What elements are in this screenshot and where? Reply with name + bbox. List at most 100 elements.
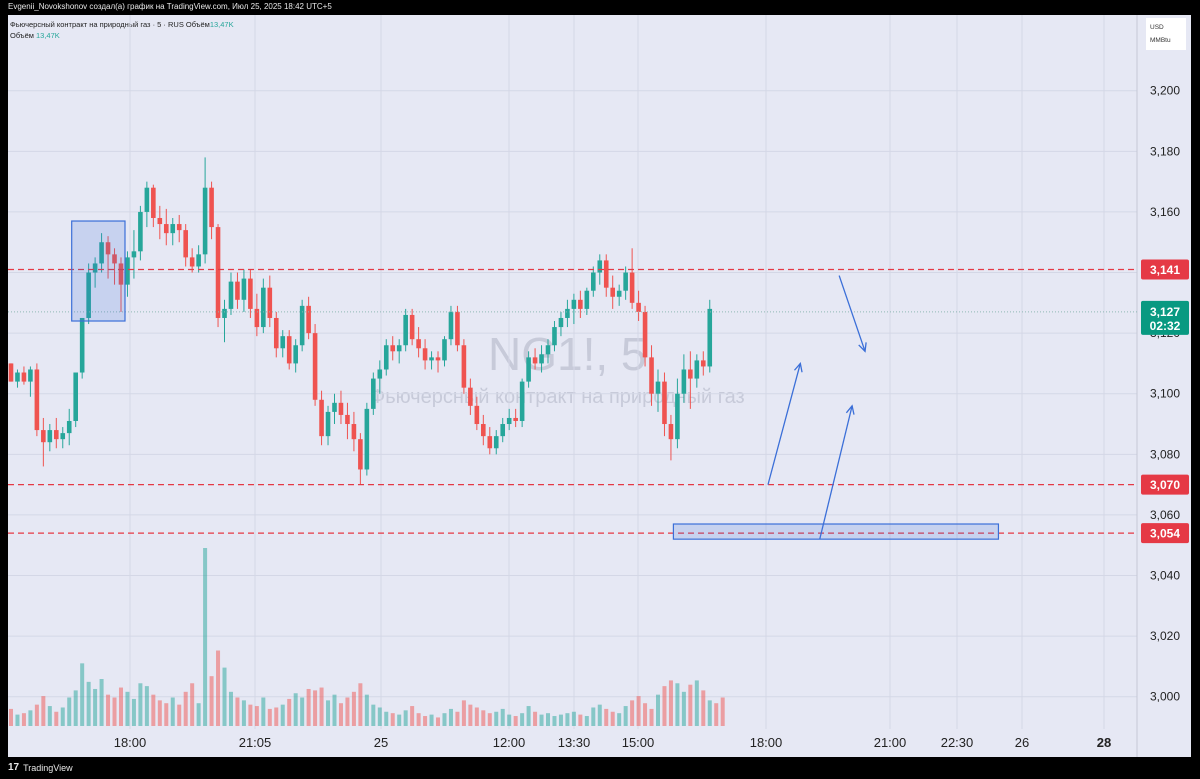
candle-body xyxy=(571,299,577,309)
candle-body xyxy=(34,369,40,431)
volume-bar xyxy=(513,716,518,726)
candle-body xyxy=(707,308,713,367)
candle-body xyxy=(513,417,518,421)
candle-body xyxy=(351,424,357,440)
candle-body xyxy=(209,187,214,228)
candle-body xyxy=(163,224,169,234)
volume-bar xyxy=(448,708,453,726)
candle-body xyxy=(694,360,700,379)
volume-bar xyxy=(164,703,169,726)
candle-body xyxy=(286,336,292,364)
candle-body xyxy=(629,272,635,303)
volume-bar xyxy=(571,711,576,726)
unit-box[interactable]: USD MMBtu xyxy=(1146,18,1186,50)
volume-bar xyxy=(681,691,686,726)
x-tick-label: 18:00 xyxy=(750,735,783,750)
zone-box-1 xyxy=(672,523,1000,540)
candle-body xyxy=(487,436,493,449)
y-tick-label: 3,060 xyxy=(1150,508,1180,522)
candle-body xyxy=(267,287,273,318)
volume-bar xyxy=(604,708,609,726)
volume-bar xyxy=(118,687,123,726)
candle-body xyxy=(79,317,85,373)
volume-bar xyxy=(371,704,376,726)
candle-body xyxy=(293,345,298,364)
volume-bar xyxy=(720,697,725,726)
candle-body xyxy=(448,311,454,340)
volume-bar xyxy=(241,700,246,726)
candle-body xyxy=(519,381,525,421)
volume-bar xyxy=(228,691,233,726)
y-tick-label: 3,000 xyxy=(1150,690,1180,704)
volume-bar xyxy=(67,697,72,726)
volume-bar xyxy=(345,697,350,726)
candle-body xyxy=(371,378,376,409)
volume-bar xyxy=(656,694,660,726)
y-tick-label: 3,080 xyxy=(1150,447,1180,461)
candle-body xyxy=(325,411,331,437)
volume-bar xyxy=(662,686,667,726)
current-price-label-bg xyxy=(1141,300,1189,335)
x-tick-label: 25 xyxy=(374,735,388,750)
candle-body xyxy=(202,187,208,255)
footer: 17 TradingView xyxy=(8,762,73,773)
candle-body xyxy=(636,302,641,312)
candle-body xyxy=(8,363,14,382)
candle-body xyxy=(215,227,221,318)
x-tick-label: 21:05 xyxy=(239,735,272,750)
volume-bar xyxy=(436,717,441,726)
candle-body xyxy=(493,436,499,449)
y-tick-label: 3,200 xyxy=(1150,84,1180,98)
volume-bar xyxy=(34,704,39,726)
candle-body xyxy=(131,251,137,258)
volume-bar xyxy=(144,686,149,726)
volume-bar xyxy=(384,711,389,726)
arrow-line-0 xyxy=(767,363,801,485)
volume-bar xyxy=(494,711,499,726)
volume-bar xyxy=(15,714,20,726)
x-tick-label: 26 xyxy=(1015,735,1029,750)
candle-body xyxy=(558,317,564,328)
volume-bar xyxy=(675,683,680,726)
candle-body xyxy=(105,242,111,255)
volume-bar xyxy=(468,704,473,726)
candle-body xyxy=(358,439,363,470)
volume-bar xyxy=(338,703,343,726)
volume-bar xyxy=(649,708,654,726)
candle-body xyxy=(468,387,473,406)
volume-bar xyxy=(60,707,65,726)
candle-body xyxy=(526,357,531,382)
candle-body xyxy=(396,345,402,352)
volume-bar xyxy=(643,703,648,726)
volume-bar xyxy=(254,706,259,726)
candle-body xyxy=(668,424,674,440)
volume-bar xyxy=(552,716,557,726)
candle-body xyxy=(616,290,622,297)
volume-bar xyxy=(170,697,175,726)
volume-bar xyxy=(151,694,156,726)
volume-bar xyxy=(623,706,628,726)
volume-bar xyxy=(410,706,415,726)
candle-body xyxy=(655,381,661,394)
candle-body xyxy=(41,430,46,443)
zone-box-0 xyxy=(71,220,126,322)
candle-body xyxy=(403,314,408,346)
volume-bar xyxy=(267,708,272,726)
candle-body xyxy=(642,311,648,358)
volume-bar xyxy=(73,690,78,726)
candle-body xyxy=(662,381,667,425)
arrow-head-1 xyxy=(845,404,855,415)
candle-body xyxy=(280,336,286,349)
volume-bar xyxy=(358,683,363,726)
candle-body xyxy=(189,257,195,267)
candle-body xyxy=(92,263,98,273)
x-tick-label: 18:00 xyxy=(114,735,147,750)
candle-body xyxy=(73,372,78,421)
volume-bar xyxy=(714,703,719,726)
candle-body xyxy=(183,230,188,258)
volume-bar xyxy=(584,716,589,726)
candle-body xyxy=(565,308,570,318)
volume-bar xyxy=(688,684,693,726)
candle-body xyxy=(235,281,240,300)
